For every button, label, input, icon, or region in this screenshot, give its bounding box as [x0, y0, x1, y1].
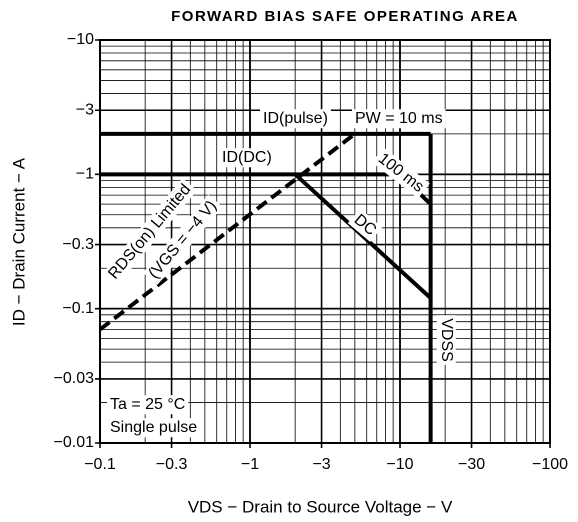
y-tick-label: −1: [76, 166, 94, 183]
grid: [95, 39, 551, 448]
y-tick-label: −3: [76, 101, 94, 118]
x-tick-label: −3: [312, 456, 330, 473]
series-line: [100, 172, 433, 206]
annotation-group: Ta = 25 °C: [107, 395, 189, 415]
x-tick-label: −0.1: [84, 456, 116, 473]
label-background: [219, 148, 275, 168]
label-background: [436, 315, 456, 365]
label-background: [371, 147, 430, 199]
plot-frame: [99, 39, 551, 444]
y-tick-label: −0.01: [54, 434, 95, 451]
annotation-group: ID(pulse): [260, 109, 331, 129]
annotation-group: ID(DC): [219, 148, 275, 168]
y-tick-label: −0.3: [62, 236, 94, 253]
label-background: [260, 109, 331, 129]
annotation: Ta = 25 °C: [110, 396, 185, 413]
annotation: Single pulse: [110, 419, 197, 436]
x-tick-label: −100: [532, 456, 568, 473]
x-tick-label: −10: [386, 456, 413, 473]
label-background: [347, 208, 383, 242]
series-label-group: PW = 10 ms: [352, 109, 446, 129]
label-background: [352, 109, 446, 129]
label-background: [102, 178, 198, 286]
series-line: [293, 172, 432, 300]
chart-title: FORWARD BIAS SAFE OPERATING AREA: [171, 8, 519, 25]
annotation-group: Single pulse: [107, 418, 201, 438]
label-background: [107, 418, 201, 438]
series-label-group: VDSS: [436, 315, 456, 365]
series-label: PW = 10 ms: [355, 110, 443, 127]
x-tick-label: −30: [458, 456, 485, 473]
x-axis-title: VDS − Drain to Source Voltage − V: [188, 497, 453, 516]
annotation: ID(pulse): [263, 110, 328, 127]
y-tick-label: −0.03: [54, 370, 95, 387]
y-axis-title: ID − Drain Current − A: [9, 157, 28, 326]
series-label: VDSS: [438, 318, 455, 362]
label-background: [142, 194, 223, 286]
y-tick-label: −0.1: [62, 300, 94, 317]
annotation: ID(DC): [222, 149, 272, 166]
x-tick-label: −1: [241, 456, 259, 473]
y-tick-label: −10: [67, 31, 94, 48]
x-tick-label: −0.3: [156, 456, 188, 473]
label-background: [107, 395, 189, 415]
